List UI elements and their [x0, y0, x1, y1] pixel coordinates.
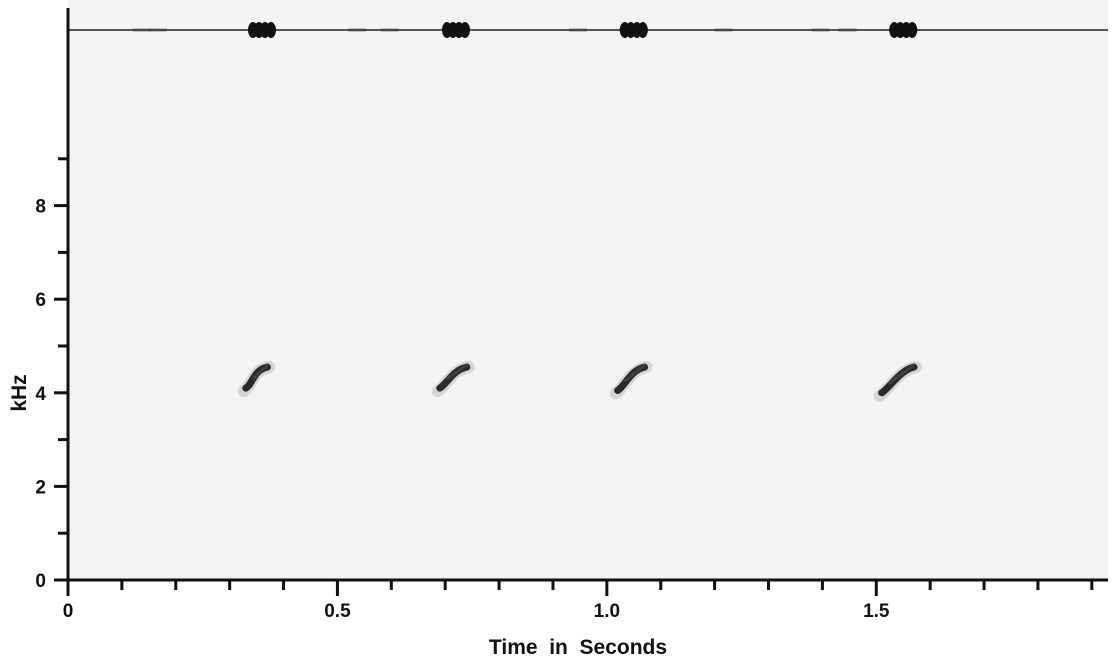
call-note [873, 361, 923, 402]
waveform-noise [569, 28, 588, 32]
y-tick-label: 4 [35, 384, 46, 405]
waveform-noise [148, 28, 167, 32]
waveform-burst [247, 22, 276, 38]
y-axis-title: kHz [8, 374, 31, 411]
x-axis-ticks: 0 0.5 1.0 1.5 [63, 580, 1094, 622]
call-note [609, 361, 653, 400]
x-tick-label: 0.5 [324, 601, 351, 622]
x-axis-title: Time in Seconds [489, 636, 667, 659]
y-axis-ticks: 0 2 4 6 8 [35, 157, 68, 592]
waveform-burst [619, 22, 648, 38]
y-tick-label: 2 [35, 477, 46, 498]
waveform-noise [838, 28, 857, 32]
call-note [431, 361, 475, 398]
y-tick-label: 0 [35, 571, 46, 592]
waveform-noise [132, 28, 151, 32]
waveform-burst [889, 22, 918, 38]
waveform-noise [380, 28, 399, 32]
x-tick-label: 1.5 [863, 601, 890, 622]
x-tick-label: 1.0 [594, 601, 620, 622]
y-tick-label: 8 [35, 197, 46, 218]
waveform-noise [811, 28, 830, 32]
call-note [237, 361, 276, 398]
waveform-burst [441, 22, 470, 38]
amplitude-waveform [68, 22, 1108, 38]
waveform-noise [714, 28, 733, 32]
call-notes [237, 361, 923, 402]
plot-background [68, 0, 1108, 580]
x-tick-label: 0 [63, 601, 74, 622]
y-tick-label: 6 [35, 290, 46, 311]
waveform-noise [348, 28, 367, 32]
